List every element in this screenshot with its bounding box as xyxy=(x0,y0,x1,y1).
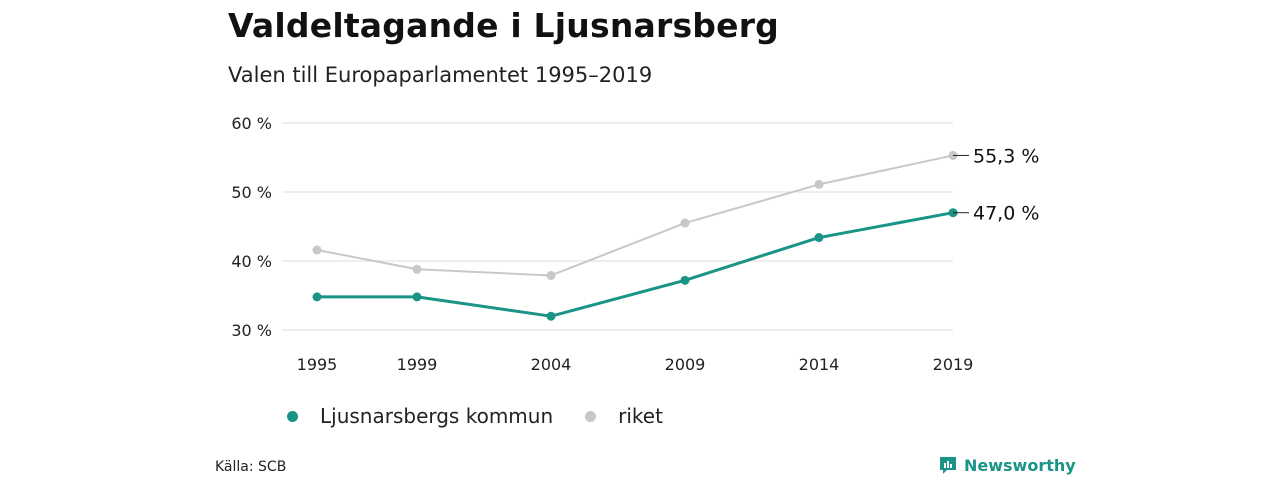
legend: Ljusnarsbergs kommun riket xyxy=(287,404,695,428)
x-tick-label: 1999 xyxy=(397,355,438,374)
data-point xyxy=(814,233,824,243)
data-point xyxy=(680,218,690,228)
series-line xyxy=(316,154,954,277)
legend-label-riket: riket xyxy=(618,404,663,428)
data-point xyxy=(814,179,824,189)
legend-item-kommun: Ljusnarsbergs kommun xyxy=(287,404,553,428)
data-label: 47,0 % xyxy=(973,203,1039,225)
chart-title: Valdeltagande i Ljusnarsberg xyxy=(228,6,780,45)
data-point xyxy=(312,292,322,302)
x-tick-label: 2019 xyxy=(933,355,974,374)
x-tick-label: 2014 xyxy=(799,355,840,374)
legend-dot-riket xyxy=(585,410,597,422)
data-label: 55,3 % xyxy=(973,145,1039,167)
legend-dot-kommun xyxy=(287,410,298,422)
brand-logo: Newsworthy xyxy=(938,455,1076,475)
x-tick-label: 2009 xyxy=(665,355,706,374)
y-tick-label: 30 % xyxy=(231,321,272,340)
data-point xyxy=(546,270,556,280)
source-note: Källa: SCB xyxy=(215,459,287,475)
data-point xyxy=(412,292,422,302)
legend-label-kommun: Ljusnarsbergs kommun xyxy=(320,404,554,428)
x-tick-label: 1995 xyxy=(297,355,338,374)
y-tick-label: 50 % xyxy=(231,183,272,202)
series-line xyxy=(317,211,954,318)
line-chart: 30 % 40 % 50 % 60 % 1995 1999 2004 2009 2014 2019… xyxy=(231,114,1039,374)
data-point xyxy=(312,245,322,255)
y-tick-label: 40 % xyxy=(231,252,272,271)
data-point xyxy=(546,311,556,321)
data-point xyxy=(680,275,690,285)
y-tick-label: 60 % xyxy=(231,114,272,133)
legend-item-riket: riket xyxy=(585,404,663,428)
newsworthy-logo-icon xyxy=(940,457,956,474)
x-tick-label: 2004 xyxy=(531,355,572,374)
data-point xyxy=(412,264,422,274)
chart-subtitle: Valen till Europaparlamentet 1995–2019 xyxy=(228,63,653,87)
brand-name: Newsworthy xyxy=(964,455,1076,475)
